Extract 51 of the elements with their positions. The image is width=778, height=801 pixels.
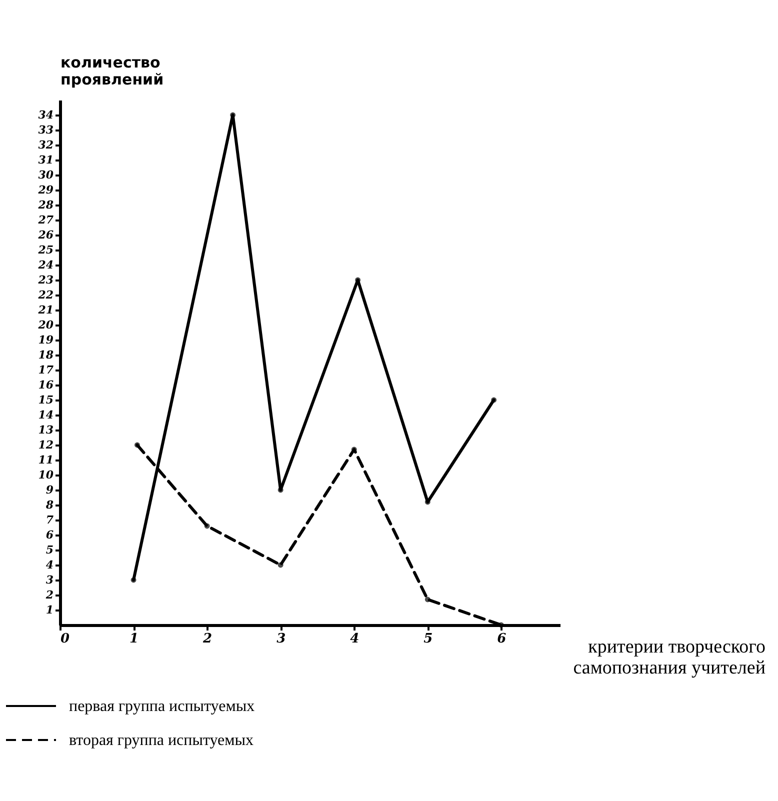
point — [134, 442, 140, 448]
y-tick-label: 9 — [46, 484, 54, 496]
y-tick-label: 34 — [38, 108, 54, 122]
y-tick-label: 31 — [38, 154, 54, 166]
x-tick-label: 4 — [350, 632, 360, 646]
x-axis-title: критерии творческого самопознания учителей — [573, 636, 766, 678]
x-tick-label: 3 — [276, 632, 286, 646]
y-tick-label: 8 — [44, 498, 54, 512]
y-tick-label: 1 — [46, 604, 54, 616]
legend-label: первая группа испытуемых — [69, 698, 255, 715]
x-tick-label: 5 — [424, 632, 433, 646]
y-tick-label: 2 — [44, 588, 54, 602]
y-tick-label: 33 — [38, 124, 54, 136]
y-tick-label: 11 — [38, 454, 54, 466]
y-tick-label: 14 — [38, 408, 54, 422]
point — [278, 562, 284, 568]
x-tick-label: 2 — [202, 632, 212, 646]
y-tick-label: 21 — [37, 304, 54, 316]
y-tick-label: 22 — [37, 288, 54, 302]
y-tick-label: 10 — [38, 468, 54, 482]
point — [424, 596, 430, 602]
y-tick-label: 30 — [38, 168, 54, 182]
y-tick-label: 7 — [46, 514, 54, 526]
y-tick-label: 13 — [38, 424, 54, 436]
y-tick-label: 18 — [38, 348, 54, 362]
y-tick-label: 20 — [37, 318, 54, 332]
point — [130, 577, 136, 583]
y-tick-label: 25 — [37, 244, 54, 256]
legend-label: вторая группа испытуемых — [69, 732, 254, 749]
y-tick-label: 5 — [46, 544, 54, 556]
y-tick-label: 12 — [38, 438, 54, 452]
y-tick-label: 29 — [37, 184, 54, 196]
y-tick-label: 26 — [37, 228, 54, 242]
y-tick-label: 16 — [38, 378, 54, 392]
y-tick-label: 32 — [38, 138, 54, 152]
y-tick-label: 17 — [38, 364, 54, 376]
x-tick-label: 1 — [130, 632, 139, 646]
y-axis-title: количество проявлений — [60, 54, 164, 88]
y-tick-label: 3 — [46, 574, 54, 586]
point — [491, 397, 497, 403]
x-tick-label: 6 — [497, 632, 506, 646]
y-tick-label: 6 — [46, 528, 54, 542]
y-tick-label: 4 — [46, 558, 54, 572]
point — [204, 523, 210, 529]
y-tick-label: 23 — [37, 274, 54, 286]
y-tick-label: 19 — [38, 334, 54, 346]
y-tick-label: 15 — [38, 394, 54, 406]
x-tick-label: 0 — [60, 632, 70, 646]
y-tick-label: 27 — [37, 214, 54, 226]
y-tick-label: 28 — [37, 198, 54, 212]
y-tick-label: 24 — [37, 258, 54, 272]
